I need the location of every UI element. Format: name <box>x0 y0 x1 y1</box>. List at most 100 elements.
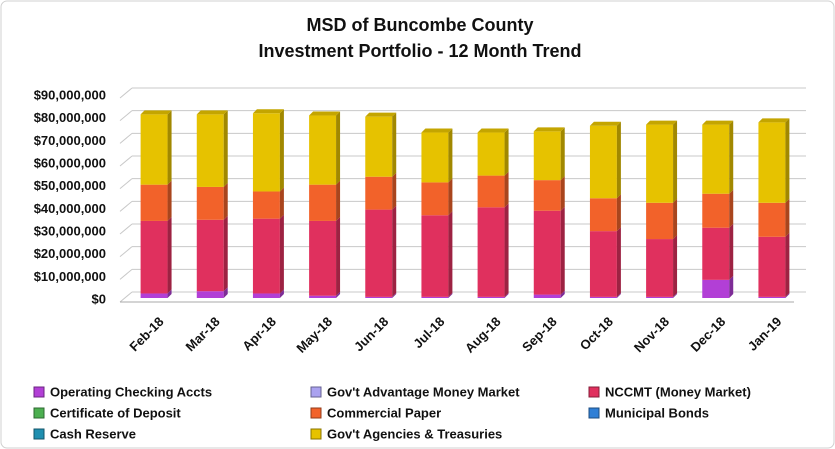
legend-swatch <box>588 407 600 419</box>
bar-segment <box>421 132 449 183</box>
bar-top <box>365 112 397 117</box>
bar-side <box>336 291 341 298</box>
bar-segment <box>533 131 561 181</box>
legend-swatch <box>588 386 600 398</box>
bar-segment <box>758 122 786 203</box>
bar-segment <box>589 125 617 199</box>
y-tick-label: $0 <box>92 291 106 306</box>
legend-label: Gov't Agencies & Treasuries <box>327 426 502 441</box>
bar-top <box>646 120 678 125</box>
bar-side <box>448 211 453 297</box>
bar-segment <box>252 113 280 192</box>
bar-side <box>504 203 509 297</box>
bar-segment <box>702 227 730 280</box>
bar-segment <box>646 296 674 298</box>
bar-side <box>729 120 734 194</box>
bar-segment <box>140 184 168 221</box>
bar-side <box>785 198 790 237</box>
bar-segment <box>196 219 224 292</box>
bar-side <box>616 194 621 232</box>
bar-segment <box>477 132 505 176</box>
bar-segment <box>140 293 168 298</box>
grid-line <box>119 200 133 212</box>
legend-label: Operating Checking Accts <box>50 384 212 399</box>
legend-label: Commercial Paper <box>327 405 441 420</box>
bar-segment <box>421 296 449 298</box>
bar-top <box>477 128 509 133</box>
bar-side <box>560 176 565 211</box>
bar-side <box>167 180 172 221</box>
bar-side <box>560 127 565 181</box>
bar-side <box>223 215 228 292</box>
bar-side <box>504 128 509 176</box>
bar-side <box>673 235 678 297</box>
bar-segment <box>365 209 393 297</box>
legend-label: NCCMT (Money Market) <box>605 384 751 399</box>
legend-label: Municipal Bonds <box>605 405 709 420</box>
bar-segment <box>477 207 505 297</box>
bar-side <box>785 118 790 203</box>
bar-side <box>673 292 678 298</box>
bar-segment <box>196 186 224 220</box>
bar-top <box>309 111 341 116</box>
bar-side <box>336 111 341 185</box>
bar-top <box>252 109 284 114</box>
bar-side <box>560 206 565 295</box>
bar-segment <box>702 193 730 228</box>
bar-segment <box>309 184 337 221</box>
grid-line <box>119 268 133 280</box>
bar-side <box>223 287 228 298</box>
legend-swatch <box>310 407 322 419</box>
legend-swatch <box>33 428 45 440</box>
y-tick-label: $60,000,000 <box>34 155 106 170</box>
bar-side <box>448 178 453 216</box>
grid-line <box>119 132 133 144</box>
bar-side <box>616 292 621 298</box>
bar-side <box>279 187 284 219</box>
legend-label: Gov't Advantage Money Market <box>327 384 520 399</box>
bar-segment <box>252 218 280 294</box>
bar-segment <box>421 215 449 297</box>
bar-segment <box>140 114 168 185</box>
bar-side <box>167 216 172 294</box>
grid-line <box>119 223 133 235</box>
legend-swatch <box>33 407 45 419</box>
bar-segment <box>702 279 730 298</box>
bar-segment <box>421 182 449 216</box>
bar-segment <box>758 296 786 298</box>
bar-segment <box>589 198 617 232</box>
bar-segment <box>365 176 393 210</box>
legend-swatch <box>310 386 322 398</box>
bar-segment <box>252 293 280 298</box>
bar-segment <box>196 114 224 187</box>
bar-top <box>758 118 790 123</box>
y-tick-label: $20,000,000 <box>34 246 106 261</box>
bar-top <box>196 110 228 115</box>
legend-label: Certificate of Deposit <box>50 405 181 420</box>
grid-line <box>119 291 133 303</box>
y-tick-label: $10,000,000 <box>34 269 106 284</box>
bar-side <box>279 109 284 192</box>
bar-segment <box>477 296 505 298</box>
bar-side <box>729 189 734 228</box>
bar-side <box>616 121 621 199</box>
bar-segment <box>646 202 674 240</box>
y-tick-label: $40,000,000 <box>34 201 106 216</box>
bar-top <box>421 128 453 133</box>
bar-side <box>336 216 341 296</box>
bar-side <box>504 292 509 298</box>
grid-line <box>119 178 133 190</box>
y-tick-label: $30,000,000 <box>34 223 106 238</box>
legend-swatch <box>33 386 45 398</box>
chart-subtitle: Investment Portfolio - 12 Month Trend <box>258 41 581 61</box>
bar-side <box>729 275 734 298</box>
grid-line <box>119 155 133 167</box>
bar-segment <box>365 296 393 298</box>
bar-segment <box>309 220 337 296</box>
bar-segment <box>702 124 730 194</box>
legend-swatch <box>310 428 322 440</box>
bar-segment <box>589 231 617 297</box>
bar-segment <box>533 210 561 295</box>
bar-side <box>279 289 284 298</box>
